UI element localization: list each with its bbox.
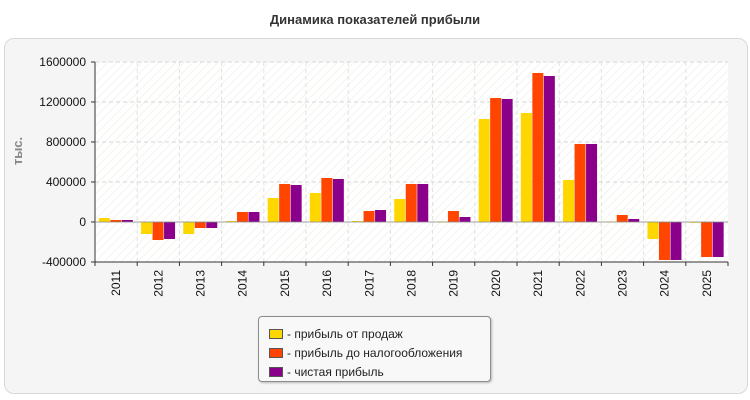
bar-series-1-2016 — [309, 193, 321, 222]
bar-series-3-2020 — [501, 99, 513, 222]
legend-item-pretax-profit: - прибыль до налогообложения — [269, 343, 490, 362]
bars — [98, 73, 724, 260]
bar-series-2-2011 — [110, 220, 122, 222]
bar-series-3-2017 — [375, 210, 387, 222]
bar-series-2-2023 — [616, 215, 628, 222]
y-tick-label: 0 — [79, 215, 86, 229]
bar-series-1-2017 — [352, 221, 364, 222]
x-tick-label-2017: 2017 — [362, 270, 376, 297]
bar-series-2-2012 — [152, 222, 164, 240]
y-tick-labels: -400000 0 400000 800000 1200000 1600000 — [39, 55, 86, 269]
bar-series-3-2022 — [586, 144, 598, 222]
x-tick-label-2024: 2024 — [658, 270, 672, 297]
bar-series-2-2020 — [490, 98, 502, 222]
y-tick-label: 800000 — [46, 135, 86, 149]
bar-series-3-2024 — [670, 222, 682, 260]
bar-series-1-2015 — [267, 198, 279, 222]
x-tick-label-2012: 2012 — [151, 270, 165, 297]
bar-series-2-2021 — [532, 73, 544, 222]
legend-label-sales-profit: - прибыль от продаж — [287, 326, 403, 341]
bar-series-3-2014 — [248, 212, 260, 222]
bar-series-1-2021 — [520, 113, 532, 222]
bar-series-3-2019 — [459, 217, 471, 222]
bar-series-3-2012 — [164, 222, 176, 239]
bar-series-2-2016 — [321, 178, 333, 222]
bar-series-3-2011 — [121, 220, 133, 222]
y-tick-label: 400000 — [46, 175, 86, 189]
bar-series-2-2019 — [447, 211, 459, 222]
bar-series-2-2015 — [279, 184, 291, 222]
legend-swatch-net-profit — [269, 366, 283, 377]
bar-series-2-2022 — [574, 144, 586, 222]
x-tick-label-2014: 2014 — [236, 270, 250, 297]
bar-series-2-2017 — [363, 211, 375, 222]
legend-label-net-profit: - чистая прибыль — [287, 364, 384, 379]
bar-series-1-2013 — [183, 222, 195, 234]
bar-series-3-2025 — [712, 222, 724, 257]
bar-series-2-2025 — [701, 222, 713, 257]
x-tick-label-2025: 2025 — [700, 270, 714, 297]
legend-swatch-pretax-profit — [269, 347, 283, 358]
bar-series-1-2024 — [647, 222, 659, 239]
legend-label-pretax-profit: - прибыль до налогообложения — [287, 345, 463, 360]
x-tick-label-2013: 2013 — [194, 270, 208, 297]
bar-series-3-2021 — [543, 76, 555, 222]
x-tick-label-2021: 2021 — [531, 270, 545, 297]
x-tick-label-2019: 2019 — [447, 270, 461, 297]
x-tick-label-2023: 2023 — [616, 270, 630, 297]
x-tick-label-2018: 2018 — [405, 270, 419, 297]
x-tick-label-2016: 2016 — [320, 270, 334, 297]
axes — [91, 61, 729, 266]
bar-series-3-2015 — [290, 185, 302, 222]
bar-series-1-2022 — [563, 180, 575, 222]
x-tick-label-2022: 2022 — [573, 270, 587, 297]
y-axis-label: тыс. — [10, 137, 25, 165]
bar-series-1-2018 — [394, 199, 406, 222]
bar-series-1-2012 — [141, 222, 153, 234]
bar-series-2-2013 — [194, 222, 206, 228]
y-tick-label: 1200000 — [39, 95, 86, 109]
plot-area — [95, 62, 728, 262]
bar-series-1-2020 — [478, 119, 490, 222]
legend: - прибыль от продаж - прибыль до налогоо… — [258, 316, 491, 382]
y-tick-label: 1600000 — [39, 55, 86, 69]
bar-series-1-2011 — [98, 218, 110, 222]
y-tick-label: -400000 — [42, 255, 86, 269]
bar-series-3-2013 — [206, 222, 218, 228]
bar-series-2-2014 — [236, 212, 248, 222]
chart-title: Динамика показателей прибыли — [269, 12, 481, 27]
legend-swatch-sales-profit — [269, 328, 283, 339]
legend-item-net-profit: - чистая прибыль — [269, 362, 490, 381]
x-tick-label-2020: 2020 — [489, 270, 503, 297]
bar-series-2-2018 — [405, 184, 417, 222]
legend-item-sales-profit: - прибыль от продаж — [269, 324, 490, 343]
bar-series-3-2018 — [417, 184, 429, 222]
bar-series-3-2016 — [332, 179, 344, 222]
bar-series-1-2014 — [225, 221, 237, 222]
x-tick-label-2011: 2011 — [109, 270, 123, 296]
x-tick-label-2015: 2015 — [278, 270, 292, 297]
bar-series-3-2023 — [628, 219, 640, 222]
bar-series-2-2024 — [658, 222, 670, 260]
x-tick-labels: 2011 2012 2013 2014 2015 2016 2017 2018 2019 2020… — [109, 270, 714, 297]
